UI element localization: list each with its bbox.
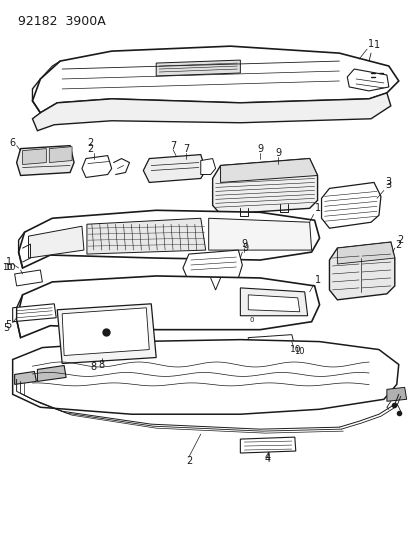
Text: 1: 1 — [314, 203, 320, 213]
Text: 9: 9 — [256, 143, 263, 154]
Text: 1: 1 — [6, 257, 12, 267]
Polygon shape — [49, 147, 72, 163]
Polygon shape — [62, 308, 149, 356]
Text: 2: 2 — [185, 456, 192, 466]
Polygon shape — [208, 218, 311, 250]
Polygon shape — [82, 156, 112, 177]
Text: 8: 8 — [98, 360, 104, 370]
Polygon shape — [17, 276, 319, 337]
Polygon shape — [13, 304, 56, 322]
Polygon shape — [212, 158, 317, 214]
Text: 92182  3900A: 92182 3900A — [18, 15, 105, 28]
Polygon shape — [32, 93, 390, 131]
Polygon shape — [248, 295, 299, 312]
Text: 7: 7 — [169, 141, 176, 151]
Polygon shape — [19, 211, 319, 268]
Text: 2: 2 — [87, 138, 93, 148]
Polygon shape — [220, 158, 317, 182]
Text: 2: 2 — [396, 235, 403, 245]
Polygon shape — [143, 155, 205, 182]
Text: 10: 10 — [2, 263, 13, 272]
Text: 1: 1 — [314, 275, 320, 285]
Text: 3: 3 — [385, 181, 391, 190]
Polygon shape — [200, 158, 215, 174]
Text: 8: 8 — [90, 362, 97, 373]
Polygon shape — [14, 270, 42, 286]
Polygon shape — [37, 366, 66, 382]
Polygon shape — [23, 149, 46, 165]
Text: 10: 10 — [5, 263, 17, 272]
Text: 6: 6 — [9, 138, 16, 148]
Polygon shape — [248, 335, 294, 350]
Text: 2: 2 — [395, 240, 401, 250]
Polygon shape — [57, 304, 156, 364]
Text: 7: 7 — [183, 143, 189, 154]
Text: 9: 9 — [274, 148, 280, 158]
Polygon shape — [17, 146, 74, 175]
Polygon shape — [32, 46, 398, 113]
Text: 5: 5 — [4, 322, 10, 333]
Text: 1: 1 — [367, 39, 373, 49]
Text: 5: 5 — [5, 320, 12, 330]
Text: 10: 10 — [294, 347, 304, 356]
Text: 2: 2 — [87, 143, 93, 154]
Polygon shape — [321, 182, 380, 228]
Polygon shape — [329, 242, 394, 300]
Polygon shape — [240, 437, 295, 453]
Polygon shape — [183, 250, 242, 282]
Polygon shape — [337, 242, 394, 264]
Text: 3: 3 — [385, 177, 391, 188]
Polygon shape — [13, 340, 398, 414]
Text: 9: 9 — [242, 243, 248, 253]
Text: 1: 1 — [373, 40, 379, 50]
Text: 4: 4 — [264, 454, 271, 464]
Text: 0: 0 — [249, 317, 254, 322]
Polygon shape — [14, 372, 36, 384]
Polygon shape — [87, 218, 205, 254]
Text: 10: 10 — [290, 345, 301, 354]
Polygon shape — [156, 60, 240, 76]
Polygon shape — [347, 69, 388, 91]
Polygon shape — [240, 288, 307, 316]
Polygon shape — [28, 226, 84, 258]
Text: 9: 9 — [241, 239, 247, 249]
Text: 4: 4 — [264, 452, 271, 462]
Polygon shape — [386, 387, 406, 401]
